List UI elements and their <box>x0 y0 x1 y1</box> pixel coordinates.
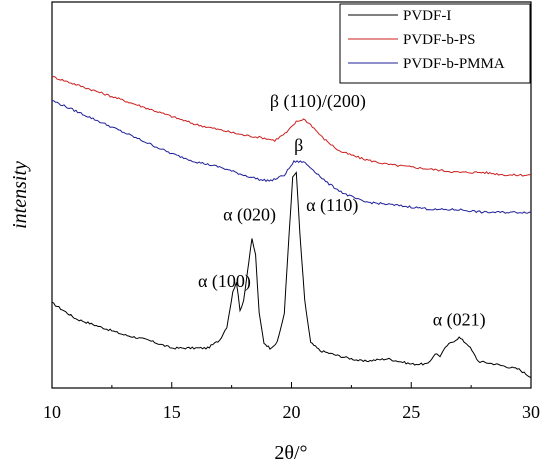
peak-annotation: α (020) <box>223 204 276 225</box>
legend: PVDF-I PVDF-b-PS PVDF-b-PMMA <box>339 3 531 84</box>
peak-annotation: α (021) <box>433 309 486 330</box>
legend-label: PVDF-I <box>403 8 451 24</box>
peak-annotation: β (110)/(200) <box>270 91 366 112</box>
peak-annotation: α (100) <box>198 271 251 292</box>
legend-label: PVDF-b-PS <box>403 32 476 48</box>
legend-box <box>339 3 531 84</box>
series-line-2 <box>51 75 532 177</box>
annotation-layer: β (110)/(200) β α (020) α (110) α (100) α (02… <box>198 91 486 330</box>
x-tick-label: 30 <box>522 402 540 422</box>
x-tick-label: 10 <box>43 402 61 422</box>
series-line-1 <box>51 171 532 378</box>
series-layer <box>51 75 532 378</box>
x-tick-label: 15 <box>163 402 181 422</box>
legend-label: PVDF-b-PMMA <box>403 56 505 72</box>
y-axis-label: intensity <box>9 161 31 229</box>
x-axis-label: 2θ/° <box>274 442 307 464</box>
peak-annotation: β <box>294 135 303 155</box>
peak-annotation: α (110) <box>306 195 358 216</box>
series-line-3 <box>51 100 532 214</box>
x-tick-label: 25 <box>402 402 420 422</box>
x-tick-label: 20 <box>283 402 301 422</box>
x-axis-ticks: 10 15 20 25 30 <box>43 382 540 422</box>
